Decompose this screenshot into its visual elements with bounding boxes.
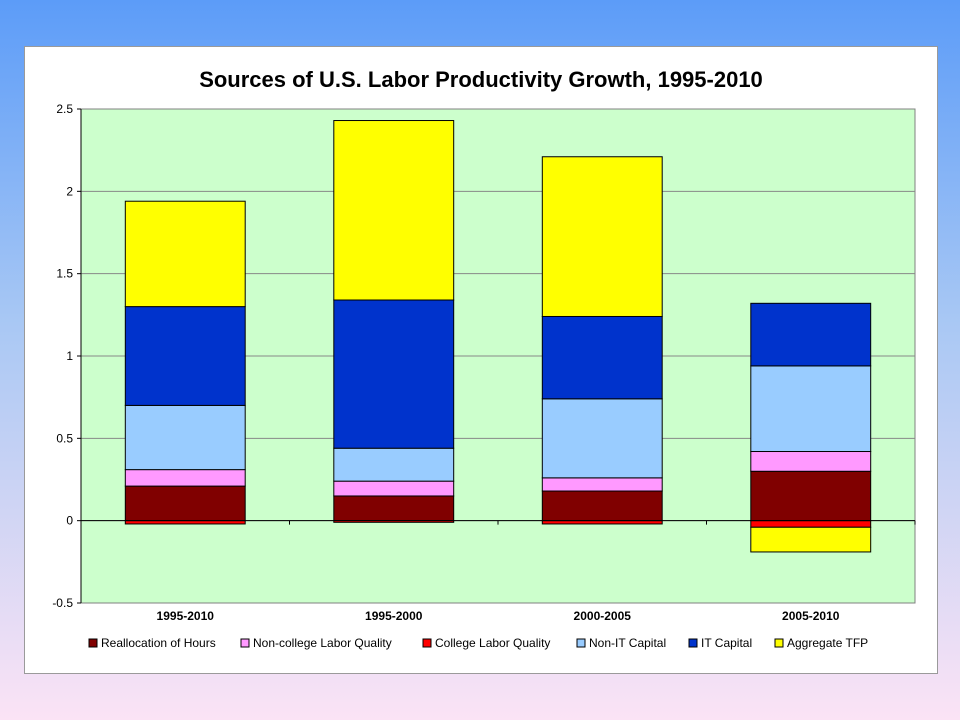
- legend-swatch: [88, 638, 98, 648]
- legend-swatch: [576, 638, 586, 648]
- bar-segment: [541, 398, 663, 479]
- bar-segment: [124, 306, 246, 406]
- legend-label: IT Capital: [701, 636, 752, 650]
- bar-segment: [333, 299, 455, 449]
- bar-segment: [333, 480, 455, 497]
- y-tick-label: 0: [66, 514, 73, 528]
- bar-segment: [124, 469, 246, 487]
- bar-segment: [750, 520, 872, 528]
- legend-item: Non-college Labor Quality: [240, 636, 392, 650]
- bar-segment: [750, 302, 872, 367]
- legend-item: College Labor Quality: [422, 636, 550, 650]
- legend-item: IT Capital: [688, 636, 752, 650]
- bar-segment: [541, 477, 663, 492]
- bar-segment: [541, 490, 663, 522]
- bar-segment: [541, 315, 663, 400]
- x-tick-label: 1995-2010: [157, 609, 215, 623]
- bar-segment: [541, 156, 663, 317]
- bar-segment: [124, 485, 246, 522]
- bar-segment: [333, 495, 455, 522]
- y-tick-label: -0.5: [52, 596, 73, 610]
- y-tick-label: 1: [66, 349, 73, 363]
- legend-label: Non-IT Capital: [589, 636, 666, 650]
- bars: [124, 120, 872, 553]
- legend-swatch: [240, 638, 250, 648]
- legend-item: Non-IT Capital: [576, 636, 666, 650]
- bar-segment: [124, 200, 246, 308]
- chart-area: Sources of U.S. Labor Productivity Growt…: [24, 46, 938, 674]
- legend-label: Non-college Labor Quality: [253, 636, 392, 650]
- chart: Sources of U.S. Labor Productivity Growt…: [52, 67, 916, 650]
- axes: -0.5 0 0.5 1 1.5 2 2.5 1995-2010 1995-2000 2000-2…: [52, 102, 916, 623]
- legend-swatch: [774, 638, 784, 648]
- x-tick-label: 2005-2010: [782, 609, 840, 623]
- y-tick-label: 0.5: [56, 431, 73, 445]
- bar-segment: [750, 526, 872, 553]
- legend-item: Aggregate TFP: [774, 636, 868, 650]
- bar-segment: [750, 470, 872, 522]
- y-tick-label: 1.5: [56, 267, 73, 281]
- legend-label: Reallocation of Hours: [101, 636, 216, 650]
- bar-segment: [124, 404, 246, 471]
- legend-swatch: [688, 638, 698, 648]
- y-tick-label: 2: [66, 184, 73, 198]
- x-tick-label: 1995-2000: [365, 609, 423, 623]
- legend-item: Reallocation of Hours: [88, 636, 216, 650]
- bar-segment: [750, 451, 872, 472]
- legend: Reallocation of Hours Non-college Labor Q…: [88, 636, 868, 650]
- y-tick-label: 2.5: [56, 102, 73, 116]
- legend-swatch: [422, 638, 432, 648]
- chart-title: Sources of U.S. Labor Productivity Growt…: [199, 67, 763, 92]
- legend-label: Aggregate TFP: [787, 636, 868, 650]
- bar-segment: [750, 365, 872, 453]
- bar-segment: [333, 447, 455, 482]
- legend-label: College Labor Quality: [435, 636, 550, 650]
- x-tick-label: 2000-2005: [574, 609, 632, 623]
- bar-segment: [333, 120, 455, 301]
